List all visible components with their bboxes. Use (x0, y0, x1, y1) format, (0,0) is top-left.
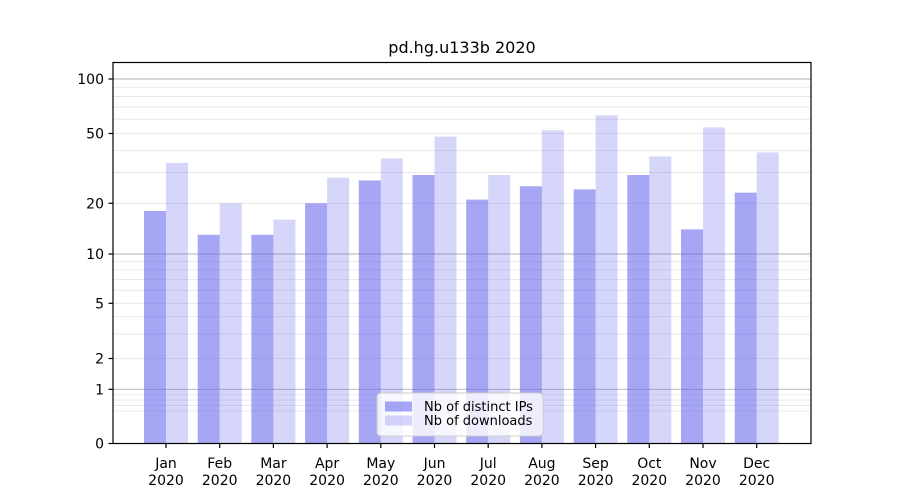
x-tick-label-year: 2020 (524, 473, 560, 489)
x-tick-label-year: 2020 (739, 473, 775, 489)
bar-downloads (649, 156, 672, 444)
bars-layer (144, 115, 779, 444)
axes-frame (112, 61, 812, 445)
bar-distinct-ips (519, 186, 542, 444)
bar-downloads (595, 115, 618, 444)
legend: Nb of distinct IPs Nb of downloads (376, 392, 544, 437)
bar-downloads (488, 174, 511, 444)
x-tick-label-month: Apr (315, 456, 339, 472)
y-tick-label: 50 (86, 127, 104, 143)
bar-downloads (380, 158, 403, 444)
x-tick-label-year: 2020 (256, 473, 292, 489)
bar-distinct-ips (681, 229, 703, 444)
x-tick-label-month: Aug (528, 456, 555, 472)
x-tick-label-month: Oct (637, 456, 662, 472)
x-tick-label-month: Sep (582, 456, 609, 472)
x-tick-label-year: 2020 (202, 473, 238, 489)
bar-distinct-ips (251, 234, 274, 444)
bar-downloads (219, 203, 242, 444)
x-tick-label-year: 2020 (685, 473, 721, 489)
x-tick-label-month: Jan (154, 456, 177, 472)
legend-label-distinct-ips: Nb of distinct IPs (424, 400, 533, 415)
x-tick-label-year: 2020 (470, 473, 506, 489)
bar-distinct-ips (197, 234, 220, 444)
x-tick-label-month: Jul (479, 456, 497, 472)
legend-swatch-distinct-ips (385, 401, 412, 412)
x-tick-label-month: Mar (260, 456, 287, 472)
y-tick-label: 20 (86, 196, 104, 212)
plot-border (112, 61, 812, 445)
x-tick-label-year: 2020 (148, 473, 184, 489)
y-tick-label: 1 (95, 382, 104, 398)
x-tick-label-year: 2020 (578, 473, 614, 489)
bar-distinct-ips (305, 203, 328, 444)
legend-box (376, 392, 544, 437)
y-tick-label: 0 (95, 437, 104, 453)
bar-distinct-ips (144, 211, 166, 444)
x-tick-label-month: Nov (689, 456, 716, 472)
x-tick-label-month: May (366, 456, 395, 472)
bar-distinct-ips (412, 174, 435, 444)
bar-distinct-ips (573, 189, 596, 444)
x-tick-label-month: Feb (207, 456, 232, 472)
legend-label-downloads: Nb of downloads (424, 414, 533, 429)
bar-downloads (434, 136, 457, 444)
bar-distinct-ips (734, 192, 757, 444)
bar-distinct-ips (358, 180, 381, 444)
y-tick-label: 100 (77, 72, 104, 88)
chart-title: pd.hg.u133b 2020 (388, 38, 535, 57)
bar-downloads (166, 162, 188, 444)
bar-distinct-ips (627, 174, 650, 444)
ticks-layer: 0125102050100Jan2020Feb2020Mar2020Apr202… (77, 72, 774, 489)
x-tick-label-month: Dec (743, 456, 770, 472)
bar-downloads (327, 177, 350, 444)
bar-downloads (541, 130, 564, 444)
bar-downloads (703, 127, 725, 444)
y-tick-label: 5 (95, 296, 104, 312)
x-tick-label-month: Jun (423, 456, 446, 472)
y-tick-label: 2 (95, 352, 104, 368)
bar-downloads (756, 152, 779, 444)
x-tick-label-year: 2020 (309, 473, 345, 489)
bar-distinct-ips (466, 199, 489, 444)
x-tick-label-year: 2020 (363, 473, 399, 489)
bar-downloads (273, 219, 296, 444)
y-tick-label: 10 (86, 247, 104, 263)
x-tick-label-year: 2020 (631, 473, 667, 489)
x-tick-label-year: 2020 (417, 473, 453, 489)
legend-swatch-downloads (385, 415, 412, 426)
